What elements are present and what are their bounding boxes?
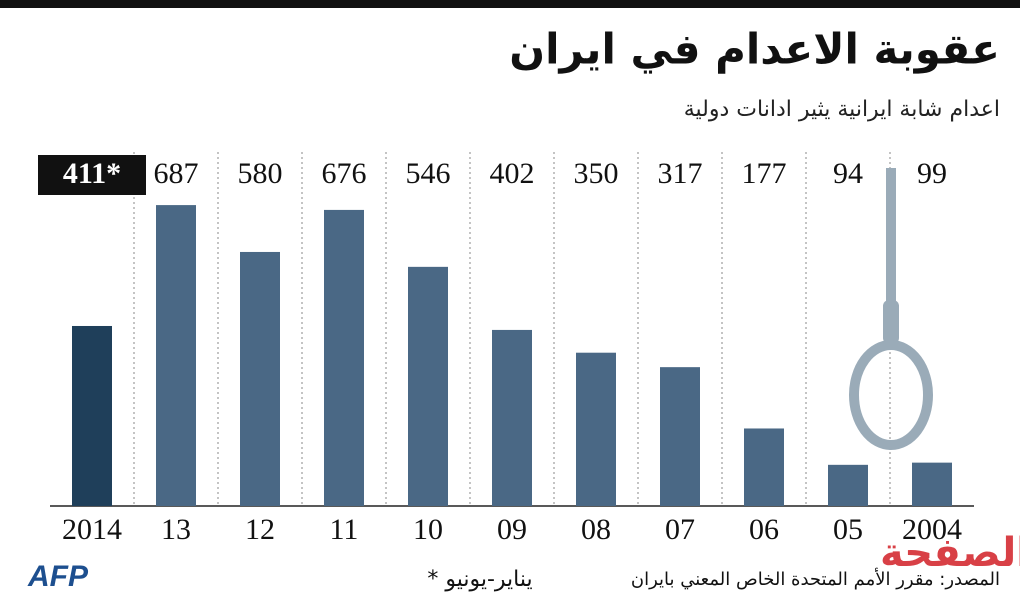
watermark: الصفحة	[880, 530, 1020, 576]
bar	[492, 329, 532, 506]
noose-icon	[849, 168, 933, 450]
x-tick-label: 11	[330, 513, 359, 546]
bar	[156, 205, 196, 506]
x-tick-label: 05	[833, 513, 863, 546]
data-label: 676	[322, 157, 367, 190]
x-tick-label: 10	[413, 513, 443, 546]
label-box	[38, 155, 146, 195]
bar	[744, 428, 784, 506]
bar	[912, 462, 952, 506]
source: المصدر: مقرر الأمم المتحدة الخاص المعني …	[631, 568, 1000, 590]
data-label: 94	[833, 157, 863, 190]
x-tick-label: 09	[497, 513, 527, 546]
chart-title: عقوبة الاعدام في ايران	[509, 25, 1000, 75]
data-label: 177	[742, 157, 787, 190]
data-label: 402	[490, 157, 535, 190]
chart-subtitle: اعدام شابة ايرانية يثير ادانات دولية	[684, 97, 1000, 122]
bar	[72, 325, 112, 506]
bar	[324, 209, 364, 507]
bar	[660, 367, 700, 506]
bar	[240, 251, 280, 506]
data-label: 99	[917, 157, 947, 190]
x-tick-label: 06	[749, 513, 779, 546]
x-tick-label: 12	[245, 513, 275, 546]
data-label: 317	[658, 157, 703, 190]
x-tick-label: 13	[161, 513, 191, 546]
data-label: 546	[406, 157, 451, 190]
data-label: 411*	[63, 157, 121, 190]
logo: AFP	[27, 560, 89, 593]
x-tick-label: 08	[581, 513, 611, 546]
knot	[883, 300, 899, 344]
bar	[576, 352, 616, 506]
data-label: 350	[574, 157, 619, 190]
bar	[408, 266, 448, 506]
x-tick-label: 2004	[902, 513, 962, 546]
top-bar	[0, 0, 1020, 8]
x-tick-label: 07	[665, 513, 695, 546]
data-label: 580	[238, 157, 283, 190]
bar	[828, 464, 868, 506]
data-label: 687	[154, 157, 199, 190]
footnote: * يناير-يونيو	[427, 567, 532, 592]
x-tick-label: 2014	[62, 513, 122, 546]
loop	[849, 340, 933, 450]
